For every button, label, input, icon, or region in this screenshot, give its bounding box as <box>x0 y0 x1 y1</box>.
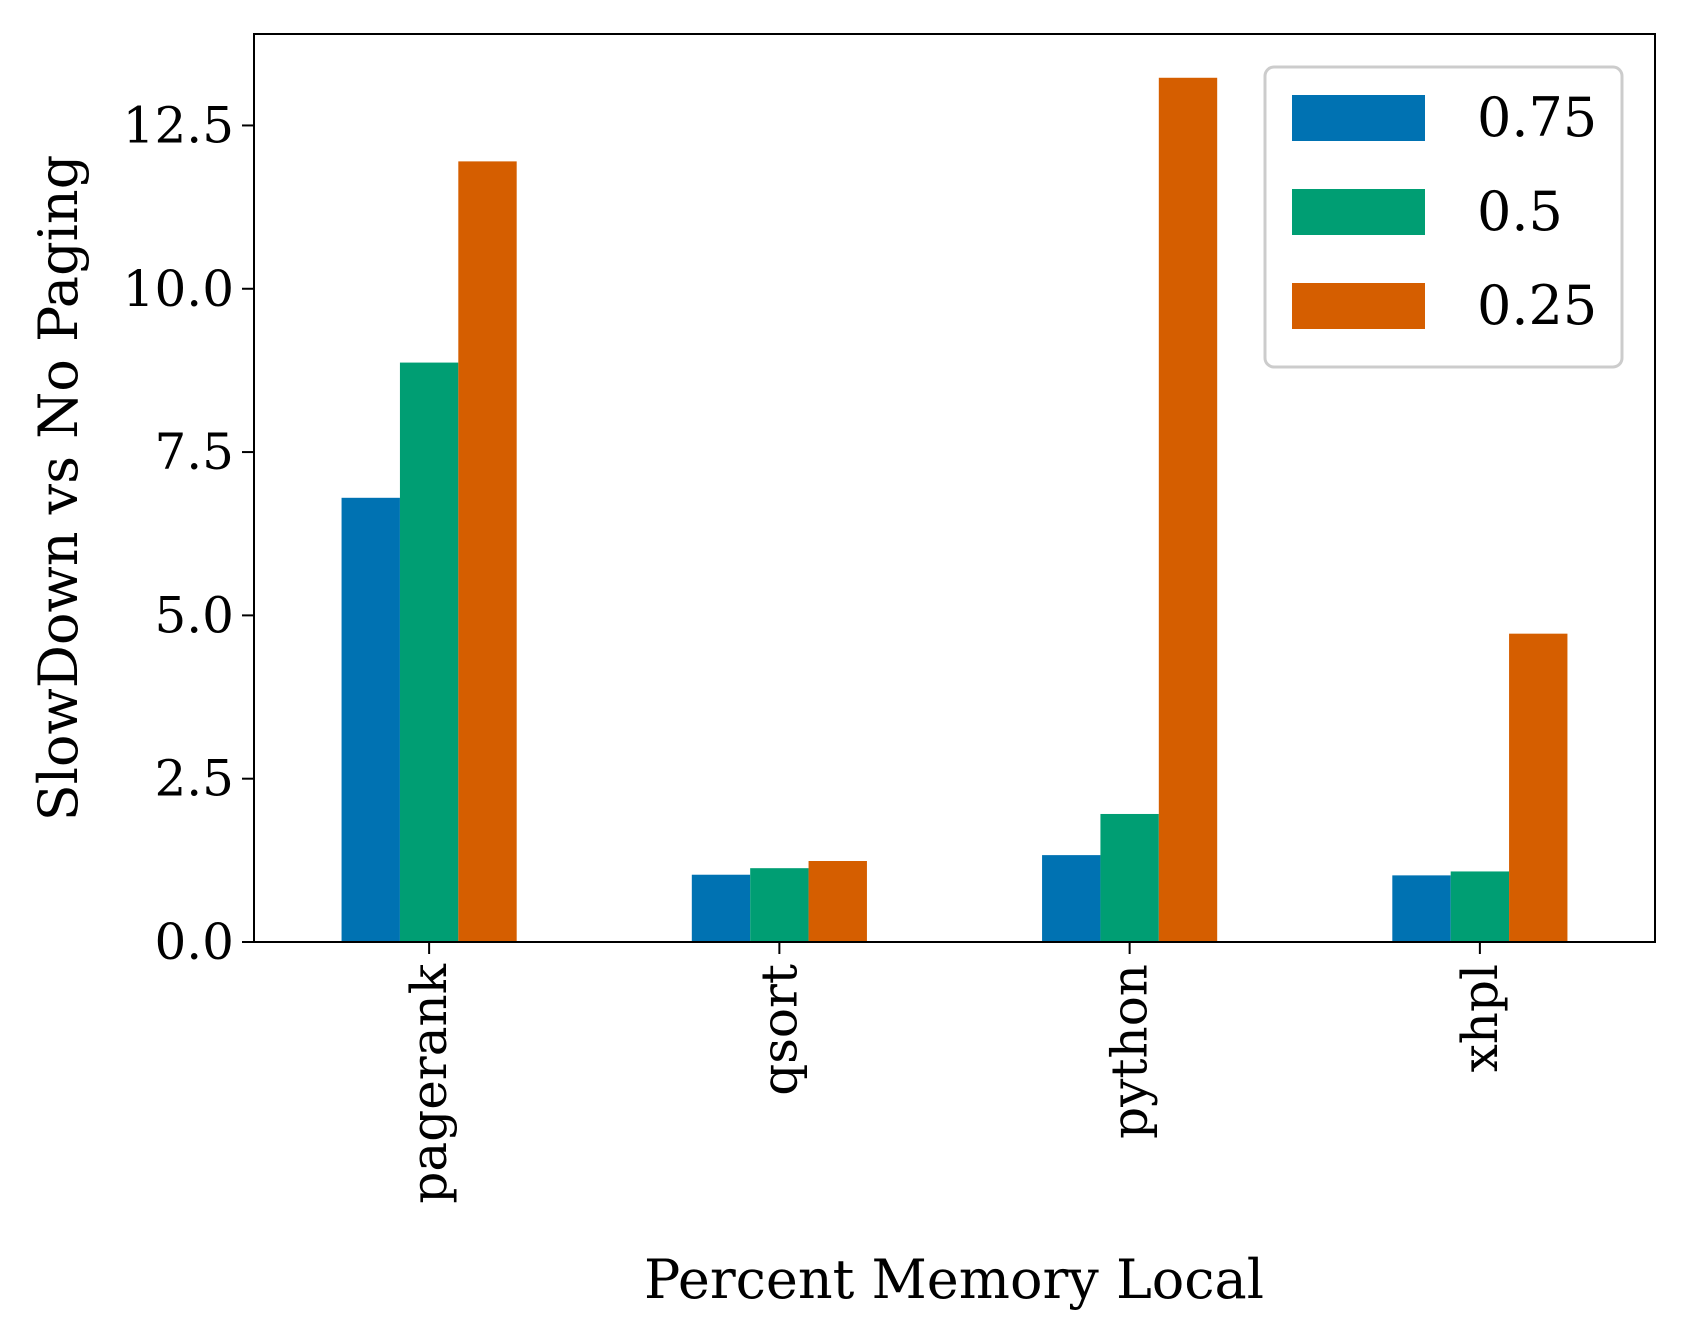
bars-layer <box>341 77 1568 943</box>
plot-frame <box>253 33 1656 943</box>
bar-xhpl-0.5 <box>1450 871 1510 942</box>
y-axis: 0.0 2.5 5.0 7.5 10.0 12.5 <box>123 96 254 971</box>
legend-swatch <box>1292 95 1425 141</box>
bar-qsort-0.75 <box>691 874 751 942</box>
legend-swatch <box>1292 189 1425 235</box>
legend-label: 0.75 <box>1477 86 1597 149</box>
bar-python-0.5 <box>1100 813 1159 942</box>
bar-python-0.75 <box>1042 855 1101 942</box>
y-tick-label: 2.5 <box>154 750 234 808</box>
legend-label: 0.5 <box>1477 180 1563 243</box>
bar-python-0.25 <box>1158 77 1218 942</box>
bar-qsort-0.5 <box>750 868 809 942</box>
x-tick-label: pagerank <box>400 963 458 1203</box>
y-tick-label: 12.5 <box>123 96 234 154</box>
bar-xhpl-0.75 <box>1392 875 1451 942</box>
bar-xhpl-0.25 <box>1509 633 1568 942</box>
x-axis-label: Percent Memory Local <box>644 1248 1264 1311</box>
y-tick-label: 7.5 <box>154 423 234 481</box>
legend-swatch <box>1292 283 1425 329</box>
y-axis-label: SlowDown vs No Paging <box>27 155 90 822</box>
x-axis: pagerank qsort python xhpl <box>400 942 1509 1204</box>
y-tick-label: 5.0 <box>154 586 234 644</box>
bar-pagerank-0.5 <box>399 362 459 943</box>
bar-pagerank-0.75 <box>341 497 400 942</box>
bar-pagerank-0.25 <box>458 161 517 942</box>
legend: 0.75 0.5 0.25 <box>1263 65 1624 369</box>
x-tick-label: xhpl <box>1451 964 1509 1072</box>
x-tick-label: python <box>1101 964 1159 1139</box>
y-tick-label: 10.0 <box>123 260 234 318</box>
y-tick-label: 0.0 <box>154 913 234 971</box>
bar-qsort-0.25 <box>808 861 867 942</box>
legend-label: 0.25 <box>1477 274 1597 337</box>
x-tick-label: qsort <box>750 964 808 1096</box>
